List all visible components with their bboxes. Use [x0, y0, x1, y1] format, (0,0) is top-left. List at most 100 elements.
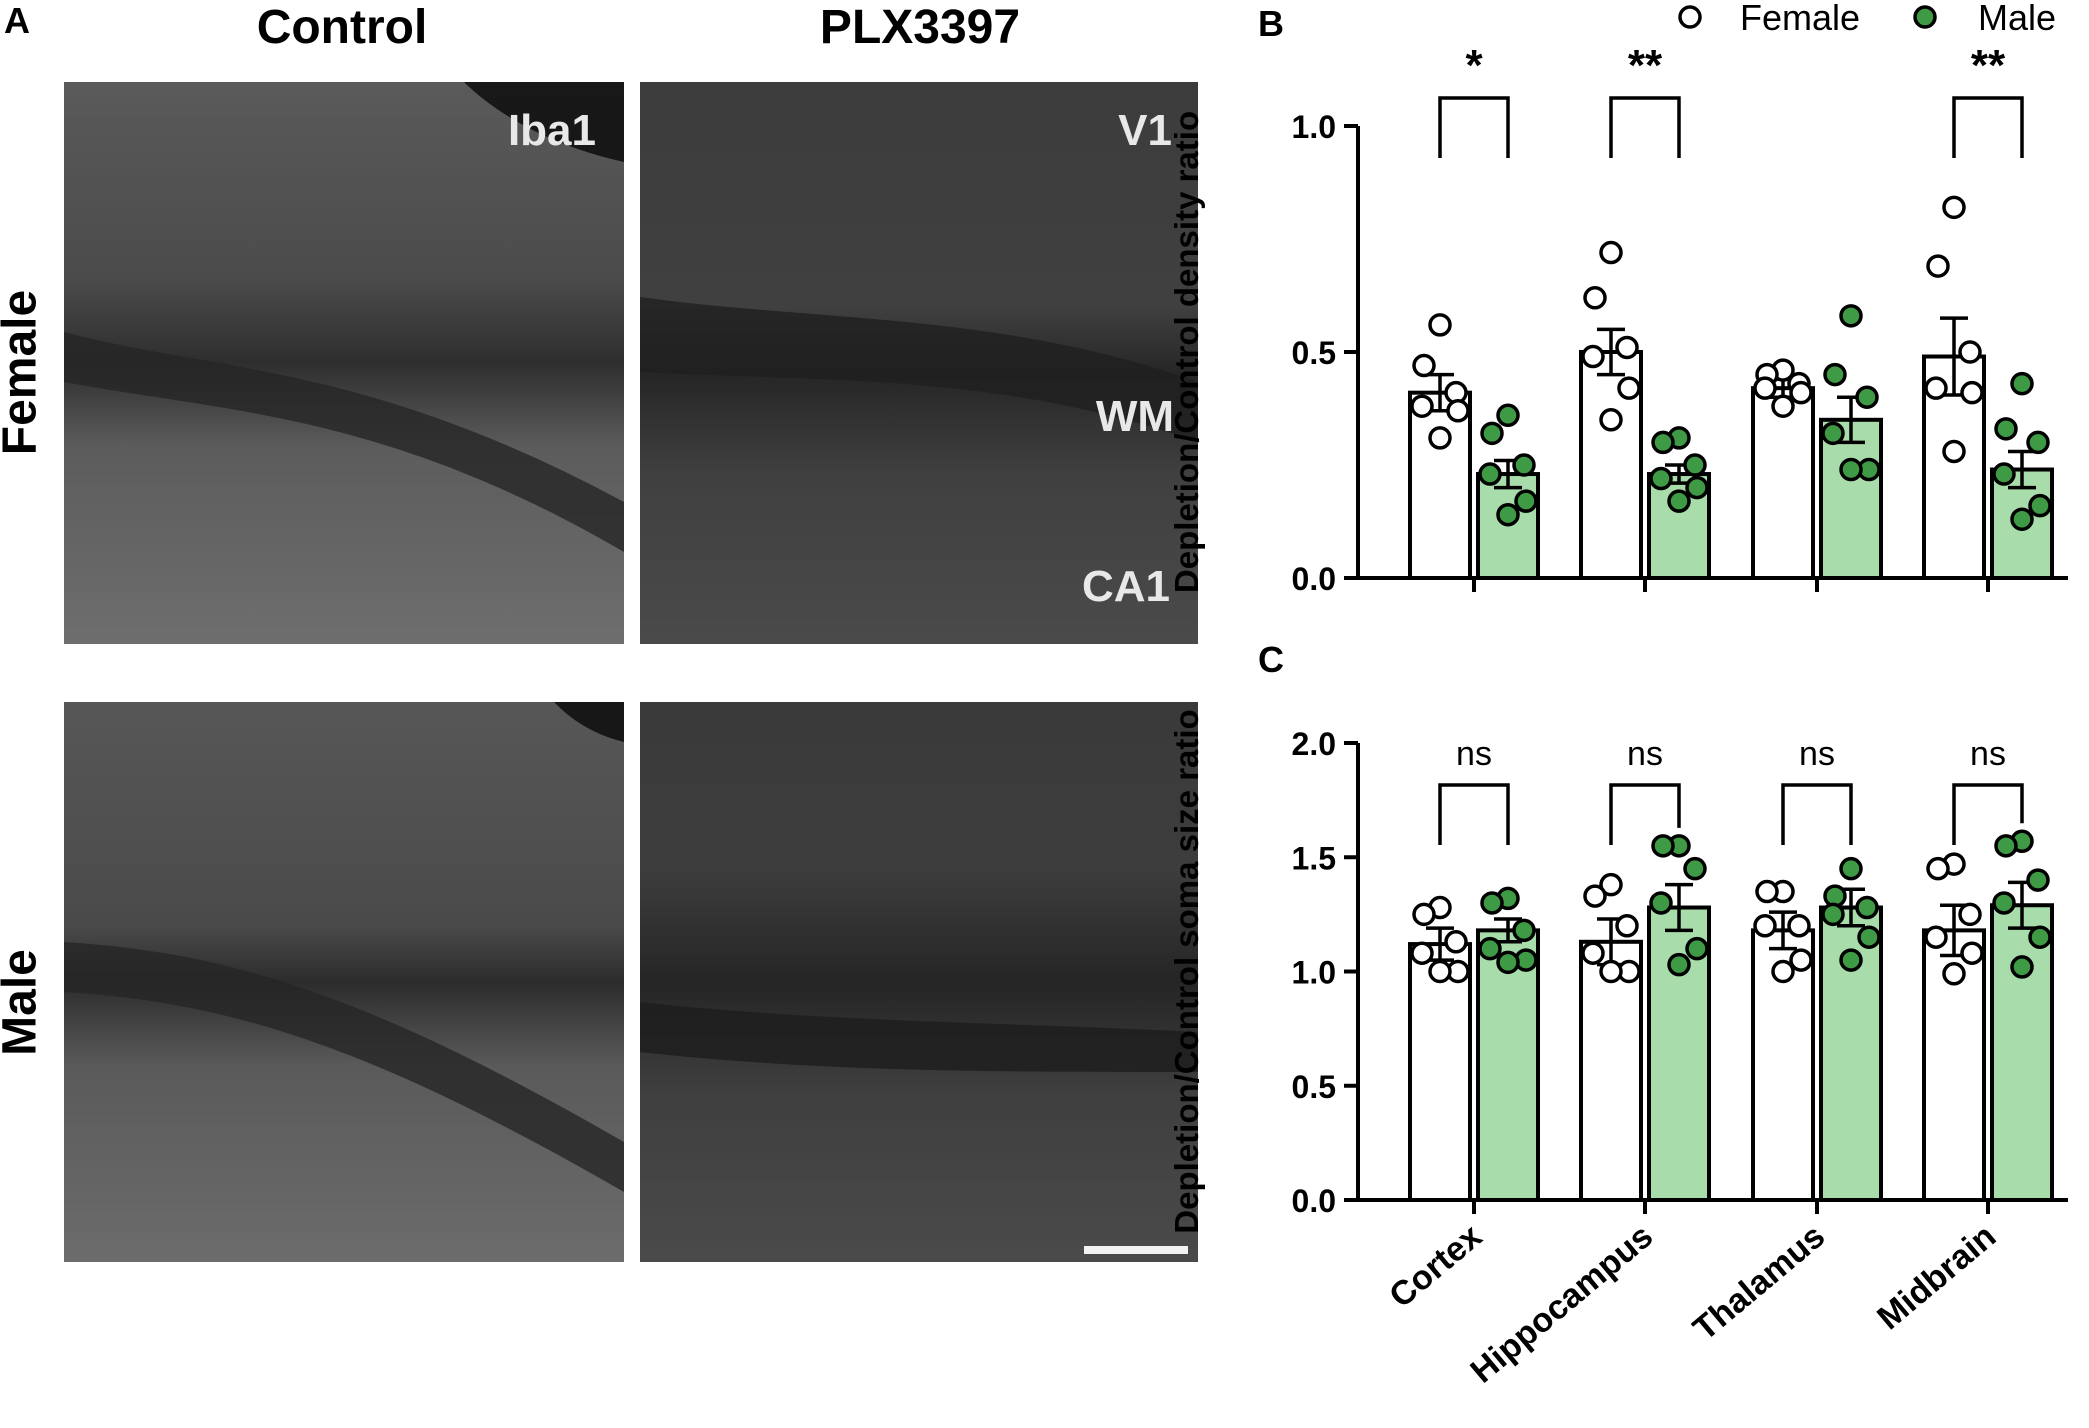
y-tick-label: 1.0	[1292, 955, 1336, 991]
data-point-male	[1667, 952, 1691, 977]
bar-female	[1408, 390, 1472, 580]
data-point-female	[1958, 902, 1982, 927]
data-point-male	[1512, 918, 1536, 943]
bar-female	[1751, 386, 1815, 580]
data-point-female	[1942, 962, 1966, 986]
data-point-male	[1651, 430, 1675, 455]
data-point-female	[1960, 941, 1984, 965]
data-point-female	[1581, 941, 1605, 965]
data-point-male	[1839, 856, 1863, 881]
chart-b: B 0.0 0.5 1.0 Depletion/Control density rati…	[1168, 3, 2068, 597]
data-point-male	[1685, 936, 1709, 961]
significance-label: ns	[1456, 735, 1492, 773]
label-v1: V1	[1118, 106, 1172, 155]
scale-bar	[1084, 1246, 1188, 1254]
significance-label: **	[1628, 41, 1663, 90]
chart-c: C 0.0 0.5 1.0 1.5 2.0 Depletion/Control soma s…	[1168, 639, 2068, 1391]
data-point-male	[1667, 489, 1691, 513]
column-label-control: Control	[256, 1, 428, 54]
micrograph-male-control-image	[64, 702, 624, 1262]
legend: Female Male	[1678, 0, 2056, 38]
data-point-male	[1683, 453, 1707, 477]
data-point-male	[1496, 403, 1520, 428]
data-point-female	[1599, 240, 1623, 265]
data-point-female	[1942, 195, 1966, 220]
significance-label: ns	[1970, 735, 2006, 773]
significance-bracket	[1952, 96, 2024, 158]
data-point-male	[1649, 891, 1673, 915]
significance-bracket	[1609, 783, 1681, 845]
y-tick-label: 0.0	[1292, 1183, 1336, 1219]
data-point-female	[1428, 426, 1452, 450]
panel-letter-a: A	[4, 0, 30, 41]
data-point-female	[1615, 914, 1639, 938]
data-point-female	[1771, 959, 1795, 984]
significance-label: ns	[1799, 735, 1835, 773]
data-point-female	[1787, 914, 1811, 938]
bar-male	[1990, 903, 2054, 1202]
significance-label: **	[1971, 41, 2006, 90]
data-point-male	[1480, 891, 1504, 915]
y-tick-label: 2.0	[1292, 726, 1336, 762]
data-point-female	[1615, 335, 1639, 360]
label-wm: WM	[1095, 392, 1174, 441]
label-ca1: CA1	[1081, 562, 1170, 611]
data-point-female	[1617, 376, 1641, 400]
data-point-female	[1428, 959, 1452, 984]
data-point-male	[2026, 868, 2050, 892]
data-point-male	[1683, 856, 1707, 881]
data-point-female	[1412, 353, 1436, 378]
micrograph-male-control	[64, 702, 624, 1262]
x-category-label: Midbrain	[1870, 1217, 2003, 1337]
significance-bracket	[1952, 783, 2024, 845]
data-point-female	[1753, 376, 1777, 400]
data-point-male	[1992, 891, 2016, 915]
y-tick-label: 0.0	[1292, 561, 1336, 597]
data-point-male	[1480, 421, 1504, 446]
data-point-female	[1771, 394, 1795, 418]
data-point-female	[1924, 376, 1948, 400]
data-point-female	[1755, 879, 1779, 904]
data-point-male	[1855, 385, 1879, 409]
y-tick-label: 1.0	[1292, 109, 1336, 145]
data-point-male	[1512, 453, 1536, 477]
data-point-female	[1412, 902, 1436, 927]
data-point-male	[1649, 466, 1673, 491]
data-point-male	[1496, 950, 1520, 975]
data-point-male	[1839, 948, 1863, 972]
data-point-male	[1514, 489, 1538, 513]
data-point-male	[1478, 462, 1502, 486]
data-point-female	[1428, 313, 1452, 337]
significance-bracket	[1438, 96, 1510, 158]
data-point-female	[1789, 948, 1813, 972]
data-point-male	[1839, 304, 1863, 328]
significance-bracket	[1438, 783, 1510, 845]
data-point-female	[1583, 286, 1607, 310]
data-point-male	[1857, 925, 1881, 949]
data-point-female	[1926, 856, 1950, 881]
data-point-male	[1821, 902, 1845, 927]
data-point-female	[1753, 914, 1777, 938]
x-category-label: Hippocampus	[1464, 1217, 1661, 1391]
data-point-female	[1583, 884, 1607, 908]
data-point-female	[1924, 925, 1948, 949]
legend-male-marker	[1913, 5, 1937, 29]
data-point-male	[1839, 457, 1863, 482]
data-point-male	[1855, 895, 1879, 920]
bar-female	[1579, 939, 1643, 1202]
x-category-label: Thalamus	[1686, 1217, 1832, 1348]
legend-female-marker	[1678, 5, 1702, 29]
data-point-female	[1599, 408, 1623, 432]
data-point-female	[1599, 959, 1623, 984]
data-point-male	[2010, 955, 2034, 979]
data-point-female	[1789, 380, 1813, 405]
legend-female-label: Female	[1740, 0, 1860, 38]
data-point-female	[1410, 941, 1434, 965]
micrograph-female-plx3397-image	[640, 82, 1198, 644]
data-point-female	[1581, 344, 1605, 369]
data-point-female	[1446, 399, 1470, 423]
legend-male-label: Male	[1978, 0, 2056, 38]
x-category-label: Cortex	[1382, 1217, 1489, 1315]
y-axis-label: Depletion/Control density ratio	[1168, 111, 1205, 593]
